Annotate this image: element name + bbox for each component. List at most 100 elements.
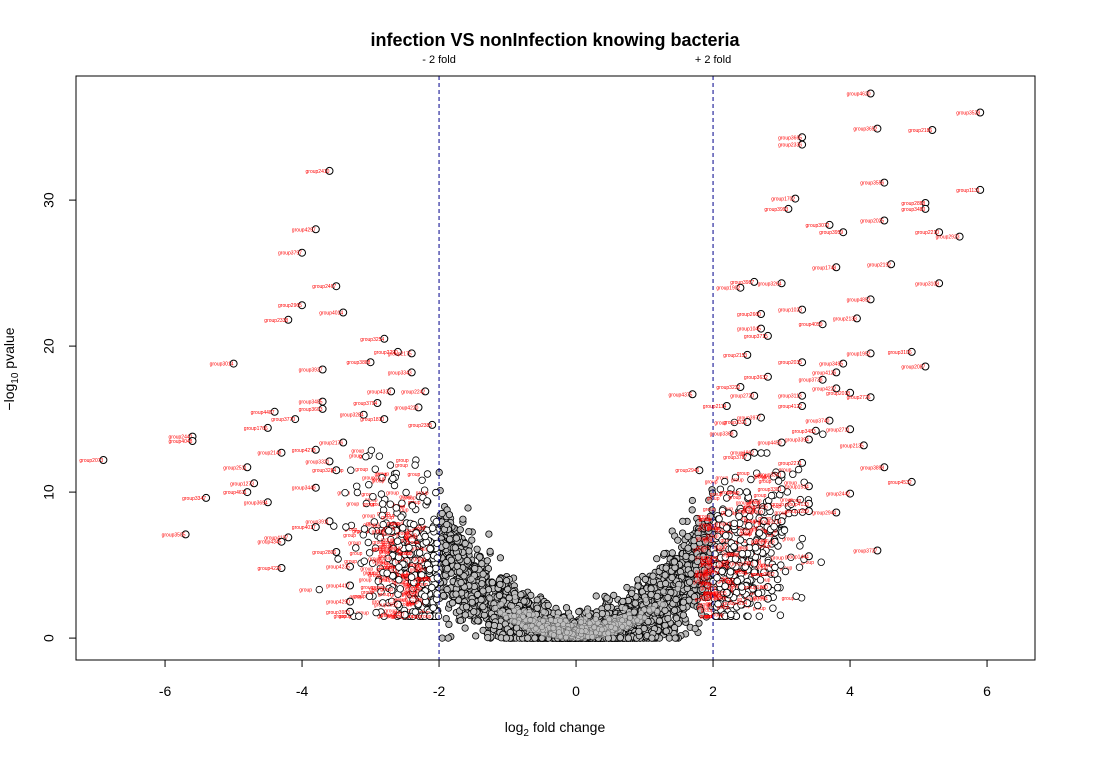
- cloud-point: [660, 588, 667, 595]
- point-label: group1952: [847, 351, 871, 357]
- point-label: group3505: [162, 532, 186, 538]
- point: [743, 488, 751, 496]
- point-label: group4375: [669, 392, 693, 398]
- point-label: group4133: [785, 502, 809, 508]
- point-label: group3694: [244, 500, 268, 506]
- point-label: group: [728, 495, 741, 501]
- cloud-point: [578, 619, 584, 626]
- point-label: group1702: [771, 197, 795, 203]
- y-tick-label: 10: [41, 484, 57, 500]
- point-label: group: [727, 490, 740, 496]
- cloud-point: [445, 511, 453, 519]
- cloud-point: [598, 626, 605, 633]
- cloud-point: [509, 603, 515, 609]
- cloud-point: [631, 599, 639, 607]
- cloud-point: [668, 573, 676, 582]
- cloud-point: [575, 608, 583, 616]
- cloud-point: [495, 591, 503, 600]
- cloud-point: [653, 555, 661, 563]
- point-label: group: [406, 540, 419, 546]
- point-label: group3321: [306, 459, 330, 465]
- cloud-point: [445, 620, 453, 629]
- cloud-point: [562, 604, 571, 612]
- point: [423, 470, 432, 478]
- cloud-point: [628, 589, 636, 597]
- point-label: group2176: [319, 441, 343, 447]
- cloud-point: [592, 592, 600, 600]
- point-label: group: [419, 614, 432, 620]
- point-label: group: [413, 557, 426, 563]
- point-label: group: [351, 448, 364, 454]
- point-label: group: [410, 568, 423, 574]
- cloud-point: [646, 607, 653, 614]
- point-label: group: [379, 578, 392, 584]
- point-label: group3618: [751, 540, 775, 546]
- cloud-point: [648, 634, 656, 642]
- point: [722, 532, 730, 540]
- point: [426, 565, 434, 574]
- cloud-point: [674, 536, 682, 544]
- cloud-point: [452, 590, 460, 598]
- point-label: group4333: [367, 389, 391, 395]
- point-label: group3480: [901, 207, 925, 213]
- point: [744, 612, 752, 620]
- chart-title: infection VS nonInfection knowing bacter…: [370, 30, 740, 50]
- point-label: group3888: [347, 360, 371, 366]
- cloud-point: [497, 609, 504, 616]
- point: [432, 488, 440, 497]
- cloud-point: [592, 616, 599, 622]
- cloud-point: [682, 552, 690, 561]
- cloud-point: [670, 558, 679, 566]
- point: [395, 563, 403, 571]
- point-label: group3113: [778, 394, 802, 400]
- point: [415, 549, 424, 557]
- cloud-point: [487, 595, 493, 602]
- point: [736, 536, 745, 544]
- cloud-point: [672, 595, 680, 604]
- point-label: group1902: [716, 286, 740, 292]
- point-label: group2271: [778, 461, 802, 467]
- cloud-point: [484, 633, 492, 642]
- cloud-point: [679, 611, 688, 619]
- point: [390, 481, 399, 490]
- point-label: group1023: [778, 308, 802, 314]
- cloud-point: [511, 618, 518, 625]
- point: [771, 563, 779, 572]
- point-label: group3652: [853, 127, 877, 133]
- point: [389, 474, 397, 483]
- point: [426, 545, 434, 553]
- point-label: group4290: [326, 600, 350, 606]
- point-label: group3343: [388, 370, 412, 376]
- point: [418, 476, 426, 484]
- point: [423, 497, 431, 505]
- cloud-point: [539, 624, 545, 631]
- point-label: group: [380, 587, 393, 593]
- point-label: group: [703, 569, 716, 575]
- point-label: group: [699, 581, 712, 587]
- x-tick-label: 2: [709, 683, 717, 699]
- x-tick-label: 6: [983, 683, 991, 699]
- point-label: group: [749, 499, 762, 505]
- point-label: group2965: [278, 303, 302, 309]
- point-label: group: [343, 533, 356, 539]
- point-label: group2862: [751, 572, 775, 578]
- point-label: group: [348, 541, 361, 547]
- point: [428, 524, 437, 532]
- point-label: group3898: [860, 465, 884, 471]
- point-label: group2186: [908, 128, 932, 134]
- cloud-point: [479, 570, 487, 578]
- point-label: group1273: [230, 481, 254, 487]
- point-label: group: [705, 555, 718, 561]
- cloud-point: [627, 615, 633, 621]
- cloud-point: [451, 544, 459, 552]
- point: [429, 604, 437, 612]
- point-label: group: [698, 602, 711, 608]
- point-label: group4417: [326, 584, 350, 590]
- point-label: group2442: [826, 492, 850, 498]
- cloud-point: [634, 617, 641, 624]
- cloud-point: [526, 611, 532, 618]
- cloud-point: [456, 526, 464, 534]
- point-label: group3528: [956, 111, 980, 117]
- cloud-point: [471, 564, 479, 573]
- point-label: group3715: [744, 334, 768, 340]
